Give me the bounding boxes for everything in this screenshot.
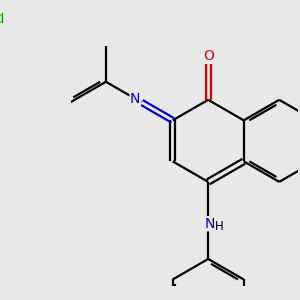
- Text: N: N: [130, 92, 140, 106]
- Text: N: N: [204, 217, 215, 231]
- Text: O: O: [203, 49, 214, 63]
- Text: H: H: [215, 220, 224, 233]
- Text: Cl: Cl: [0, 14, 5, 26]
